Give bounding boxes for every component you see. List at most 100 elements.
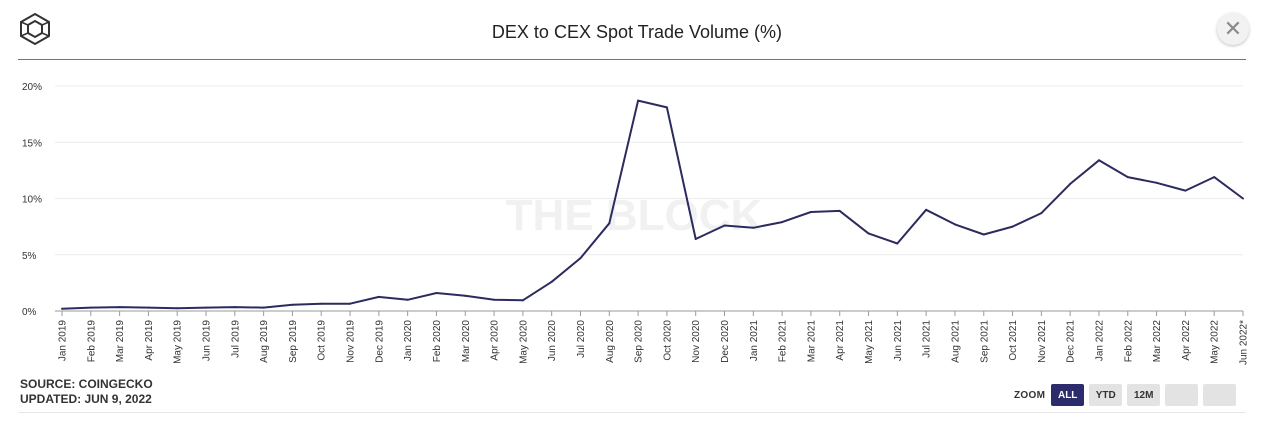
data-point <box>377 295 380 298</box>
x-tick-label: Jun 2021 <box>893 320 904 362</box>
data-point <box>925 208 928 211</box>
x-tick-label: Apr 2019 <box>144 320 155 361</box>
x-tick-label: Nov 2020 <box>691 320 702 363</box>
data-point <box>953 223 956 226</box>
x-tick-label: Mar 2019 <box>115 320 126 363</box>
x-tick-label: Jan 2022 <box>1094 320 1105 362</box>
zoom-controls: ZOOM ALL YTD 12M <box>1014 384 1241 406</box>
y-tick-label: 20% <box>22 82 42 93</box>
x-tick-label: Oct 2019 <box>317 320 328 361</box>
data-point <box>781 221 784 224</box>
data-point <box>1213 176 1216 179</box>
data-point <box>982 233 985 236</box>
x-tick-label: Mar 2020 <box>461 320 472 363</box>
series-line <box>61 99 1244 310</box>
data-point <box>464 294 467 297</box>
x-tick-label: Feb 2022 <box>1123 320 1134 363</box>
close-button[interactable]: ✕ <box>1217 13 1249 45</box>
data-point <box>1040 212 1043 215</box>
x-tick-label: Sep 2019 <box>288 320 299 363</box>
data-point <box>665 106 668 109</box>
the-block-logo-icon <box>18 12 52 46</box>
x-tick-label: Jun 2020 <box>547 320 558 362</box>
data-point <box>349 302 352 305</box>
data-point <box>233 306 236 309</box>
x-tick-label: Jan 2019 <box>58 320 69 362</box>
data-point <box>291 303 294 306</box>
data-point <box>89 306 92 309</box>
x-tick-label: May 2021 <box>864 320 875 364</box>
x-tick-label: Feb 2020 <box>432 320 443 363</box>
x-tick-label: Mar 2021 <box>806 320 817 363</box>
x-tick-label: Aug 2019 <box>259 320 270 363</box>
data-point <box>205 306 208 309</box>
data-point <box>147 306 150 309</box>
zoom-12m-button[interactable]: 12M <box>1127 384 1161 406</box>
watermark-text: THE BLOCK <box>506 191 763 240</box>
x-tick-label: May 2020 <box>518 320 529 364</box>
data-point <box>1242 197 1244 200</box>
data-point <box>579 257 582 260</box>
data-point <box>637 99 640 102</box>
x-tick-label: Dec 2020 <box>720 320 731 363</box>
data-point <box>176 307 179 310</box>
x-tick-label: Jul 2021 <box>922 320 933 358</box>
data-point <box>838 209 841 212</box>
zoom-ytd-button[interactable]: YTD <box>1089 384 1123 406</box>
x-tick-label: Jun 2019 <box>202 320 213 362</box>
y-tick-label: 15% <box>22 138 42 149</box>
data-point <box>896 242 899 245</box>
x-tick-label: Dec 2021 <box>1066 320 1077 363</box>
zoom-all-button[interactable]: ALL <box>1051 384 1085 406</box>
zoom-label: ZOOM <box>1014 389 1046 401</box>
title-divider <box>18 59 1246 60</box>
x-tick-label: Jan 2021 <box>749 320 760 362</box>
data-point <box>723 224 726 227</box>
x-tick-label: Dec 2019 <box>374 320 385 363</box>
x-tick-label: Feb 2019 <box>86 320 97 363</box>
data-point <box>1069 182 1072 185</box>
x-tick-label: Oct 2020 <box>662 320 673 361</box>
data-point <box>262 306 265 309</box>
x-tick-label: Feb 2021 <box>778 320 789 363</box>
x-tick-label: May 2022 <box>1210 320 1221 364</box>
data-point <box>521 299 524 302</box>
x-tick-label: Jan 2020 <box>403 320 414 362</box>
x-tick-label: Jun 2022* <box>1239 320 1250 365</box>
x-tick-label: Apr 2022 <box>1181 320 1192 361</box>
line-chart: THE BLOCK 20% 15% 10% 5% 0% Jan 2019 Feb 2019 Ma… <box>22 82 1250 365</box>
x-tick-label: Aug 2020 <box>605 320 616 363</box>
data-point <box>752 226 755 229</box>
x-tick-label: Nov 2019 <box>346 320 357 363</box>
source-info: SOURCE: COINGECKO UPDATED: JUN 9, 2022 <box>20 377 153 407</box>
data-point <box>1184 189 1187 192</box>
x-tick-label: Aug 2021 <box>950 320 961 363</box>
data-point <box>809 211 812 213</box>
x-tick-label: Nov 2021 <box>1037 320 1048 363</box>
data-point <box>1011 225 1014 228</box>
data-point <box>694 238 697 240</box>
data-point <box>867 232 870 235</box>
footer-divider <box>18 412 1246 413</box>
data-point <box>550 280 553 283</box>
data-point <box>61 307 63 310</box>
data-point <box>406 298 409 301</box>
y-tick-label: 10% <box>22 195 42 206</box>
data-point <box>320 302 323 305</box>
data-point <box>118 306 121 309</box>
close-icon: ✕ <box>1223 16 1243 41</box>
data-point <box>1155 181 1158 184</box>
zoom-blank-button[interactable] <box>1203 384 1237 406</box>
data-point <box>493 298 496 301</box>
y-tick-label: 5% <box>22 251 37 262</box>
x-tick-label: Sep 2021 <box>979 320 990 363</box>
zoom-blank-button[interactable] <box>1165 384 1199 406</box>
updated-text: UPDATED: JUN 9, 2022 <box>20 392 152 406</box>
x-tick-label: Apr 2020 <box>490 320 501 361</box>
y-tick-label: 0% <box>22 307 37 318</box>
data-point <box>1097 159 1100 162</box>
x-tick-label: May 2019 <box>173 320 184 364</box>
data-point <box>435 292 438 294</box>
chart-title: DEX to CEX Spot Trade Volume (%) <box>491 22 783 42</box>
x-tick-label: Oct 2021 <box>1008 320 1019 361</box>
